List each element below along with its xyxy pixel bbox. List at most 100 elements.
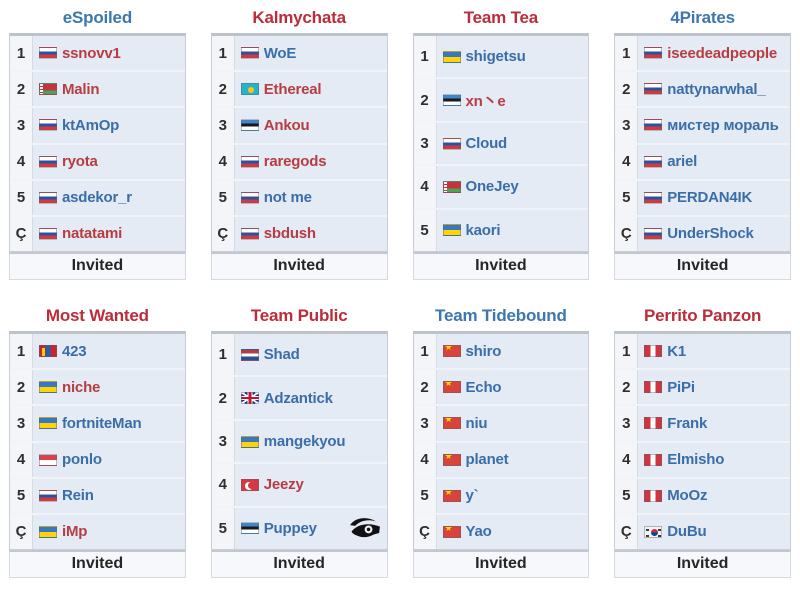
team-roster: 1 Shad 2 Adzantick 3 mangekyou 4 Jeezy 5 Puppey	[210, 331, 388, 550]
team-cards-page: eSpoiled 1 ssnovv1 2 Malin 3 ktAmOp 4 ryota 5 asde…	[0, 0, 800, 578]
russia-flag-icon	[644, 83, 663, 96]
player-row: 1 shigetsu	[413, 36, 589, 80]
russia-flag-icon	[39, 119, 57, 132]
player-name-link[interactable]: MoOz	[667, 487, 708, 505]
player-name-link[interactable]: y`	[465, 487, 479, 505]
russia-flag-icon	[240, 155, 259, 168]
player-position-label: 3	[615, 108, 639, 143]
player-position-label: 3	[10, 108, 33, 143]
peru-flag-icon	[644, 453, 663, 466]
player-row: 1 WoE	[211, 36, 387, 73]
invited-footer: Invited	[9, 550, 186, 578]
player-name-link[interactable]: sbdush	[263, 225, 316, 243]
player-position-label: 1	[10, 36, 33, 71]
player-name-link[interactable]: shigetsu	[465, 48, 526, 66]
player-row: 3 ktAmOp	[10, 108, 185, 145]
player-name-link[interactable]: Jeezy	[263, 476, 304, 494]
team-name-link[interactable]: Team Public	[250, 306, 348, 325]
player-position-label: 5	[413, 478, 437, 513]
player-name-link[interactable]: asdekor_r	[62, 189, 132, 207]
player-name-link[interactable]: WoE	[263, 44, 297, 62]
player-name-link[interactable]: niu	[465, 414, 488, 432]
player-name-link[interactable]: niche	[62, 378, 101, 396]
player-name-link[interactable]: ktAmOp	[62, 116, 120, 134]
captain-position-label: Ç	[615, 514, 639, 550]
team-roster: 1 shiro 2 Echo 3 niu 4 planet 5 y` Ç Yao	[412, 331, 590, 550]
player-name-link[interactable]: ssnovv1	[62, 44, 121, 62]
player-name-link[interactable]: not me	[263, 189, 312, 207]
player-name-link[interactable]: mangekyou	[263, 433, 346, 451]
russia-flag-icon	[644, 227, 663, 240]
south-korea-flag-icon	[644, 525, 663, 538]
player-row: 3 niu	[413, 406, 589, 443]
player-name-link[interactable]: Frank	[667, 414, 708, 432]
player-name-link[interactable]: Ankou	[263, 116, 310, 134]
player-row: 5 not me	[211, 180, 387, 217]
player-position-label: 3	[413, 122, 437, 165]
player-position-label: 4	[615, 144, 639, 179]
team-secret-logo-icon[interactable]	[348, 515, 382, 541]
player-position-label: 5	[211, 507, 235, 550]
player-position-label: 1	[211, 36, 235, 71]
player-name-link[interactable]: 423	[62, 342, 87, 360]
player-row: 3 Ankou	[211, 108, 387, 145]
player-name-link[interactable]: iseedeadpeople	[667, 44, 777, 62]
player-name-link[interactable]: K1	[667, 342, 687, 360]
team-name-link[interactable]: Perrito Panzon	[644, 306, 762, 325]
team-name-link[interactable]: 4Pirates	[670, 8, 735, 27]
player-name-link[interactable]: Ethereal	[263, 80, 322, 98]
player-name-link[interactable]: Echo	[465, 378, 502, 396]
player-position-label: 1	[413, 334, 437, 369]
china-flag-icon	[442, 525, 461, 538]
player-name-link[interactable]: Adzantick	[263, 389, 333, 407]
player-name-link[interactable]: DuBu	[667, 523, 707, 541]
player-row: 5 Puppey	[211, 507, 387, 550]
player-name-link[interactable]: PiPi	[667, 378, 695, 396]
player-name-link[interactable]: Elmisho	[667, 451, 725, 469]
player-name-link[interactable]: ariel	[667, 153, 698, 171]
indonesia-flag-icon	[39, 453, 57, 466]
team-name-link[interactable]: Team Tea	[463, 8, 539, 27]
player-name-link[interactable]: raregods	[263, 153, 327, 171]
team-name-link[interactable]: Team Tidebound	[435, 306, 567, 325]
player-name-link[interactable]: planet	[465, 451, 509, 469]
team-card: Kalmychata 1 WoE 2 Ethereal 3 Ankou 4 raregods 5 n…	[210, 6, 388, 280]
player-name-link[interactable]: xn丶e	[465, 92, 506, 110]
player-name-link[interactable]: PERDAN4IK	[667, 189, 753, 207]
player-name-link[interactable]: nattynarwhal_	[667, 80, 766, 98]
player-name-link[interactable]: мистер мораль	[667, 116, 779, 134]
player-name-link[interactable]: Shad	[263, 346, 300, 364]
russia-flag-icon	[644, 47, 663, 60]
player-position-label: 1	[615, 334, 639, 369]
player-name-link[interactable]: ryota	[62, 153, 98, 171]
player-name-link[interactable]: UnderShock	[667, 225, 754, 243]
player-name-link[interactable]: kaori	[465, 221, 501, 239]
team-name-link[interactable]: Most Wanted	[45, 306, 149, 325]
player-name-link[interactable]: iMp	[62, 523, 88, 541]
player-row: 5 PERDAN4IK	[615, 180, 790, 217]
team-card: Perrito Panzon 1 K1 2 PiPi 3 Frank 4 Elmisho 5 MoO…	[614, 304, 791, 578]
russia-flag-icon	[240, 47, 259, 60]
player-name-link[interactable]: ponlo	[62, 451, 102, 469]
team-name-link[interactable]: eSpoiled	[62, 8, 132, 27]
russia-flag-icon	[644, 191, 663, 204]
player-name-link[interactable]: Rein	[62, 487, 94, 505]
player-name-link[interactable]: shiro	[465, 342, 502, 360]
team-name-link[interactable]: Kalmychata	[252, 8, 346, 27]
peru-flag-icon	[644, 489, 663, 502]
player-name-link[interactable]: natatami	[62, 225, 123, 243]
player-name-link[interactable]: Malin	[62, 80, 100, 98]
player-name-link[interactable]: Yao	[465, 523, 492, 541]
russia-flag-icon	[39, 489, 57, 502]
player-name-link[interactable]: Puppey	[263, 519, 317, 537]
player-position-label: 2	[615, 370, 639, 405]
player-name-link[interactable]: Cloud	[465, 135, 508, 153]
team-card: 4Pirates 1 iseedeadpeople 2 nattynarwhal_ 3 ми…	[614, 6, 791, 280]
player-name-link[interactable]: OneJey	[465, 178, 519, 196]
player-name-link[interactable]: fortniteMan	[62, 414, 142, 432]
player-position-label: 4	[211, 144, 235, 179]
